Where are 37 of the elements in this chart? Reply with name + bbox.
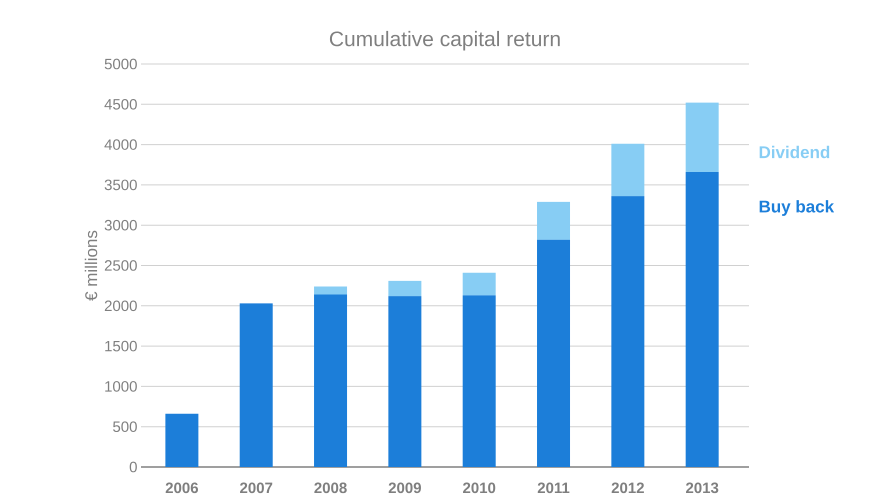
bar [537, 240, 570, 467]
bar [314, 294, 348, 467]
bar [240, 303, 273, 467]
y-tick-label: 3500 [104, 180, 137, 190]
y-tick-label: 2500 [104, 260, 137, 271]
text: Buy back [760, 200, 834, 216]
y-tick-label: 0 [130, 462, 137, 472]
y-tick-label: 1500 [105, 340, 137, 352]
y-tick-label: 5000 [104, 58, 137, 70]
bar [686, 172, 719, 467]
bar [314, 286, 348, 295]
x-tick-label: 2009 [388, 482, 421, 494]
x-tick-label: 2012 [612, 482, 644, 494]
bar [388, 296, 422, 467]
y-tick-label: 3000 [104, 220, 137, 231]
x-tick-label: 2007 [240, 482, 272, 494]
y-tick-label: 4000 [104, 139, 137, 150]
bar [537, 202, 570, 240]
bar [462, 272, 496, 296]
y-tick-label: 4500 [104, 98, 137, 110]
bar [686, 102, 719, 172]
x-tick-label: 2006 [166, 482, 198, 494]
bar [611, 196, 644, 467]
bar [462, 295, 496, 467]
y-tick-label: 1000 [105, 381, 137, 392]
y-tick-label: 500 [113, 421, 137, 432]
bar [611, 144, 644, 196]
y-axis-title: € millions [84, 230, 98, 301]
x-tick-label: 2010 [463, 482, 496, 494]
bar [165, 414, 198, 467]
chart-title: Cumulative capital return [330, 30, 560, 50]
y-tick-label: 2000 [104, 300, 137, 312]
bar [388, 280, 422, 296]
x-tick-label: 2008 [314, 482, 347, 494]
x-tick-label: 2013 [686, 482, 718, 494]
text: Dividend [760, 146, 830, 158]
x-tick-label: 2011 [538, 482, 570, 494]
